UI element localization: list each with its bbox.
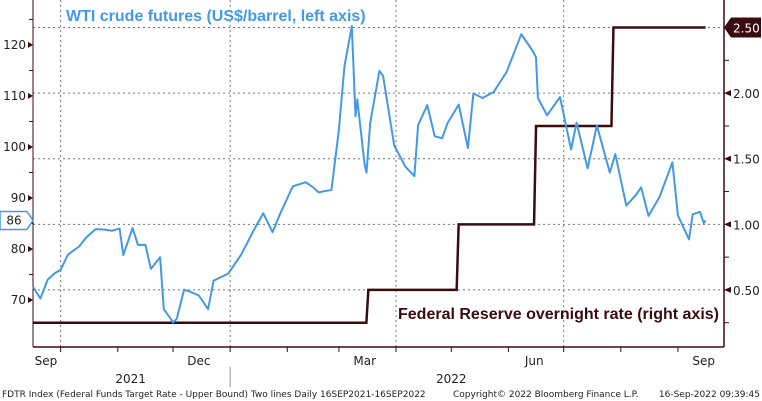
year-label: 2022 bbox=[436, 372, 467, 386]
series bbox=[32, 25, 707, 324]
footer-description: FDTR Index (Federal Funds Target Rate - … bbox=[2, 390, 426, 400]
oil-last-value-tag bbox=[0, 210, 34, 231]
right-tick-mark bbox=[724, 90, 731, 97]
left-tick-label: 70 bbox=[11, 293, 26, 307]
left-tick-label: 110 bbox=[3, 89, 26, 103]
right-tick-label: 2.00 bbox=[733, 87, 760, 101]
rate-annotation: Federal Reserve overnight rate (right ax… bbox=[398, 306, 719, 323]
left-tick-label: 100 bbox=[3, 140, 26, 154]
x-tick-label: Sep bbox=[692, 354, 715, 368]
left-tick-label: 120 bbox=[3, 38, 26, 52]
x-tick-label: Dec bbox=[187, 354, 210, 368]
right-tick-label: 1.50 bbox=[733, 153, 760, 167]
rate-last-value-label: 2.50 bbox=[733, 22, 760, 36]
right-tick-mark bbox=[724, 155, 731, 162]
left-tick-mark bbox=[28, 297, 33, 304]
left-tick-mark bbox=[28, 92, 33, 99]
left-tick-mark bbox=[28, 246, 33, 253]
fed-rate-line bbox=[33, 26, 706, 324]
x-axis-labels: Sep Dec Mar Jun Sep 2021 2022 bbox=[35, 354, 715, 387]
left-tick-label: 90 bbox=[11, 191, 26, 205]
right-tick-mark bbox=[724, 221, 731, 228]
left-tick-label: 80 bbox=[11, 242, 26, 256]
x-tick-label: Mar bbox=[353, 354, 376, 368]
rate-last-value-tag bbox=[724, 17, 761, 38]
wti-oil-line bbox=[32, 25, 707, 324]
year-label: 2021 bbox=[115, 372, 146, 386]
left-tick-mark bbox=[28, 41, 33, 48]
footer-timestamp: 16-Sep-2022 09:39:45 bbox=[659, 390, 760, 400]
right-tick-mark bbox=[724, 286, 731, 293]
x-tick-label: Sep bbox=[35, 354, 58, 368]
x-tick-label: Jun bbox=[524, 354, 544, 368]
axes: 70 80 90 100 110 120 0.50 1.00 1.50 2.00 86 2.50 bbox=[0, 0, 761, 352]
left-tick-mark bbox=[28, 143, 33, 150]
left-tick-mark bbox=[28, 194, 33, 201]
oil-last-value-label: 86 bbox=[6, 213, 21, 227]
gridlines bbox=[33, 0, 724, 347]
right-tick-label: 0.50 bbox=[733, 284, 760, 298]
right-tick-label: 1.00 bbox=[733, 218, 760, 232]
footer-copyright: Copyright© 2022 Bloomberg Finance L.P. bbox=[453, 390, 638, 400]
oil-annotation: WTI crude futures (US$/barrel, left axis… bbox=[66, 8, 366, 25]
